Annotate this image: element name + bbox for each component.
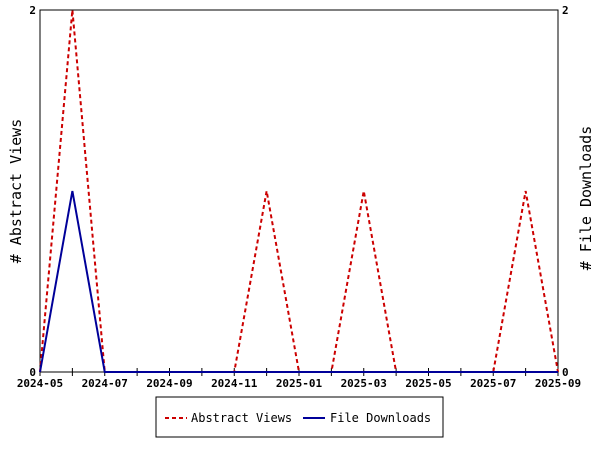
plot-frame xyxy=(39,9,559,373)
plot-area xyxy=(39,9,559,373)
legend-label-abstract-views: Abstract Views xyxy=(191,411,292,425)
x-tick-label: 2025-03 xyxy=(341,377,387,390)
y-tick-label: 0 xyxy=(29,366,36,379)
x-tick-label: 2024-09 xyxy=(146,377,192,390)
y2-tick-label: 0 xyxy=(562,366,569,379)
x-tick-label: 2024-11 xyxy=(211,377,258,390)
x-tick-label: 2024-07 xyxy=(82,377,128,390)
x-axis-ticks: 2024-05 2024-07 2024-09 2024-11 2025-01 2025-… xyxy=(17,368,581,390)
x-tick-label: 2025-07 xyxy=(470,377,516,390)
series-line-file-downloads xyxy=(39,190,558,373)
y-axis-title: # Abstract Views xyxy=(7,119,25,264)
x-tick-label: 2025-05 xyxy=(405,377,451,390)
legend-box xyxy=(155,396,444,438)
x-tick-label: 2025-01 xyxy=(276,377,323,390)
series-layer xyxy=(39,9,559,373)
y2-tick-label: 2 xyxy=(562,4,569,17)
legend-label-file-downloads: File Downloads xyxy=(330,411,431,425)
y2-axis-title: # File Downloads xyxy=(577,126,595,271)
x-tick-label: 2025-09 xyxy=(535,377,581,390)
x-tick-label: 2024-05 xyxy=(17,377,63,390)
y-tick-label: 2 xyxy=(29,4,36,17)
legend: Abstract Views File Downloads xyxy=(155,396,444,438)
y-axis-ticks: 0 2 0 2 xyxy=(29,4,568,379)
